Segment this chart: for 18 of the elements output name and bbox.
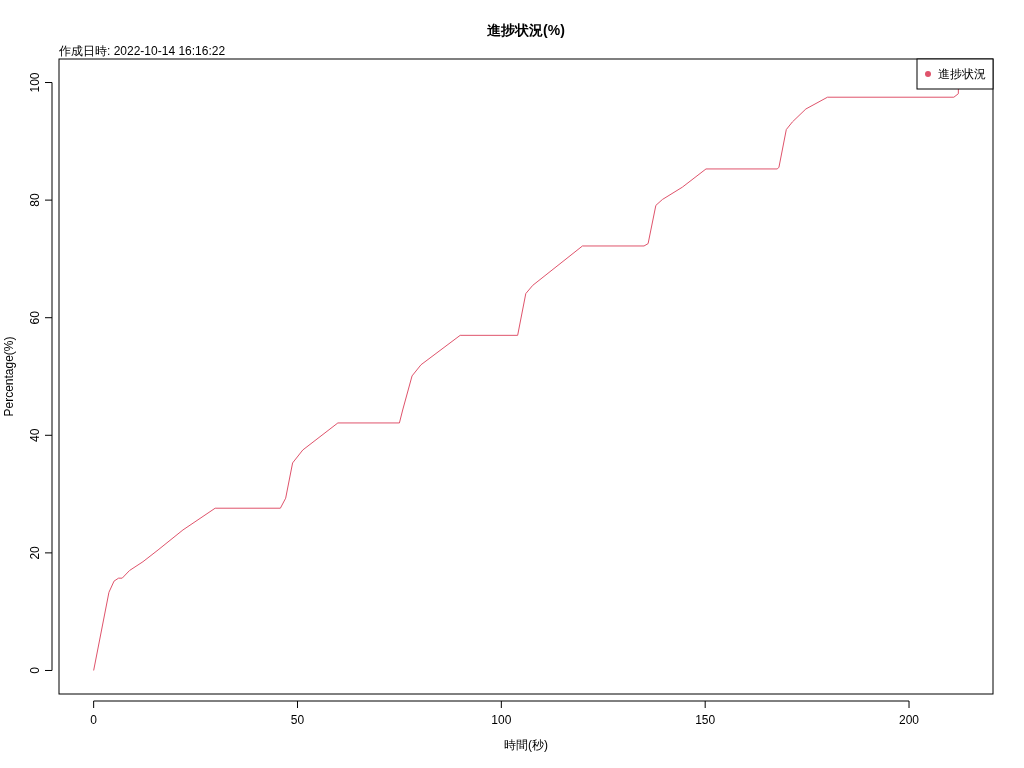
y-tick-label: 80 [28, 193, 42, 207]
x-tick-label: 200 [899, 713, 920, 727]
y-tick-label: 40 [28, 428, 42, 442]
x-axis-title: 時間(秒) [504, 738, 548, 752]
x-tick-label: 0 [90, 713, 98, 727]
x-tick-label: 100 [491, 713, 512, 727]
y-tick-label: 100 [28, 72, 42, 93]
chart-title: 進捗状況(%) [486, 22, 565, 38]
x-tick-label: 150 [695, 713, 716, 727]
y-axis-title: Percentage(%) [2, 336, 16, 417]
x-tick-label: 50 [290, 713, 305, 727]
legend-label: 進捗状況 [938, 67, 986, 81]
y-tick-label: 0 [28, 666, 42, 674]
legend: 進捗状況 [916, 58, 994, 90]
y-tick-label: 20 [28, 545, 42, 560]
y-tick-label: 60 [28, 310, 42, 325]
text: 作成日時: 2022-10-14 16:16:22 [58, 44, 226, 58]
line-series [93, 88, 959, 671]
